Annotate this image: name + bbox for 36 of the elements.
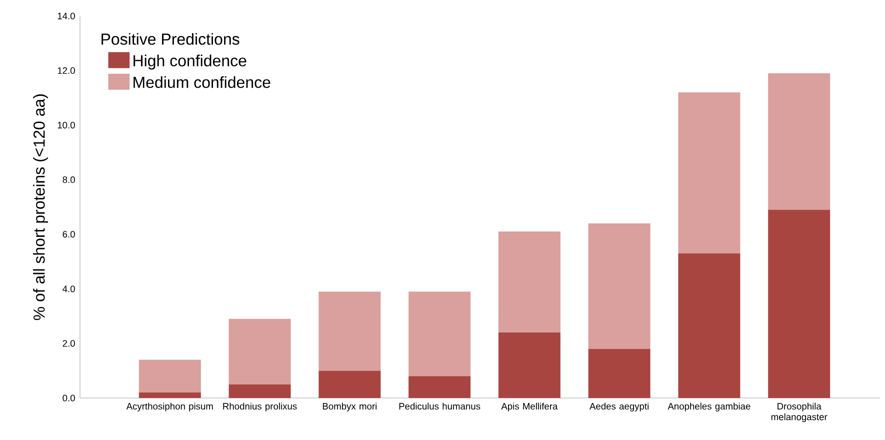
bar <box>588 223 650 349</box>
y-axis-title: % of all short proteins (<120 aa) <box>33 94 48 320</box>
y-tick-label: 4.0 <box>62 286 75 292</box>
legend-title: Positive Predictions <box>102 33 240 45</box>
y-tick-label: 12.0 <box>58 67 75 74</box>
y-tick-label: 6.0 <box>62 230 75 238</box>
bar <box>318 370 381 398</box>
bar <box>768 73 830 210</box>
x-tick-label: Apis Mellifera <box>501 402 558 412</box>
y-tick-label: 0.0 <box>62 394 75 402</box>
bar <box>408 292 471 376</box>
legend-label: Medium confidence <box>134 76 270 88</box>
bar <box>678 92 740 254</box>
y-tick-label: 8.0 <box>62 176 75 184</box>
y-tick-label: 2.0 <box>62 340 75 347</box>
bar <box>318 292 381 371</box>
x-tick-label: Pediculus humanus <box>399 402 480 410</box>
bar <box>408 376 471 398</box>
x-tick-label: Aedes aegypti <box>590 402 649 412</box>
bar <box>588 348 650 398</box>
x-tick-label: Anopheles gambiae <box>668 402 750 412</box>
bar <box>228 384 291 398</box>
bar <box>498 332 560 398</box>
x-tick-label: Bombyx mori <box>322 402 377 412</box>
bar <box>768 210 830 398</box>
bar <box>138 392 201 398</box>
bar <box>138 360 201 393</box>
bar <box>498 232 560 333</box>
bar <box>228 318 291 384</box>
y-tick-label: 10.0 <box>58 122 75 128</box>
bar <box>678 253 740 398</box>
legend-label: High confidence <box>134 54 246 70</box>
y-tick-label: 14.0 <box>58 12 75 20</box>
x-tick-label: Rhodnius prolixus <box>223 402 297 412</box>
x-tick-label: Drosophila melanogaster <box>771 402 828 422</box>
x-tick-label: Acyrthosiphon pisum <box>126 402 213 412</box>
